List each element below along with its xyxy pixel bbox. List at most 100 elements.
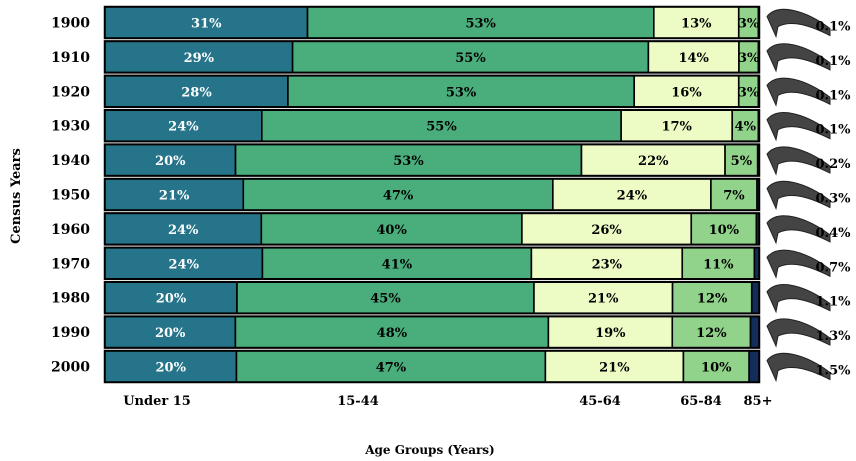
bar-segment bbox=[682, 350, 750, 383]
bar-segment bbox=[104, 75, 289, 108]
year-label: 1950 bbox=[51, 188, 90, 204]
bar-segment bbox=[731, 109, 760, 142]
callout-arrow-icon bbox=[766, 112, 831, 142]
category-labels: Under 15 15-44 45-64 65-84 85+ bbox=[123, 394, 772, 409]
data-label: 45% bbox=[370, 292, 401, 307]
year-label: 1930 bbox=[51, 119, 90, 135]
data-label: 20% bbox=[155, 154, 186, 169]
data-label: 24% bbox=[168, 257, 199, 272]
callout-label: 0.7% bbox=[816, 260, 852, 275]
data-label: 13% bbox=[681, 17, 712, 32]
callout-arrow-icon bbox=[766, 284, 831, 314]
bar-segment bbox=[234, 143, 583, 177]
bar-segment bbox=[647, 40, 740, 74]
data-label: 24% bbox=[617, 189, 648, 204]
bar-segment bbox=[104, 6, 309, 39]
year-label: 1900 bbox=[51, 16, 90, 32]
callout-arrow-icon bbox=[766, 146, 831, 176]
bar-segment bbox=[261, 247, 533, 280]
callout-arrow-icon bbox=[766, 43, 831, 73]
bar-segment bbox=[104, 281, 238, 315]
bar-segment bbox=[756, 178, 760, 211]
data-label: 29% bbox=[184, 51, 215, 66]
data-label: 47% bbox=[376, 361, 407, 376]
year-label: 2000 bbox=[51, 360, 90, 376]
bar-segment bbox=[710, 178, 758, 211]
callout-label: 0.3% bbox=[816, 192, 852, 207]
year-label: 1960 bbox=[51, 222, 90, 238]
bar-segment bbox=[757, 6, 760, 39]
callout-arrow-icon bbox=[766, 352, 831, 383]
callout-label: 0.1% bbox=[816, 123, 852, 138]
bar-segment bbox=[753, 247, 760, 280]
bar-segment bbox=[287, 75, 636, 108]
data-label: 31% bbox=[191, 17, 222, 32]
y-axis-label: Census Years bbox=[9, 148, 24, 244]
bar-segment bbox=[671, 315, 752, 349]
data-label: 10% bbox=[701, 361, 732, 376]
bar-segment bbox=[750, 281, 760, 315]
data-label: 47% bbox=[383, 189, 414, 204]
data-label: 48% bbox=[377, 326, 408, 341]
callout-label: 0.2% bbox=[816, 157, 852, 172]
data-label: 19% bbox=[595, 326, 626, 341]
data-label: 11% bbox=[703, 257, 734, 272]
callout-label: 0.1% bbox=[816, 54, 852, 69]
bar-segment bbox=[291, 40, 650, 74]
bar-segment bbox=[757, 109, 760, 142]
callout-label: 0.4% bbox=[816, 226, 852, 241]
data-label: 17% bbox=[661, 120, 692, 135]
data-label: 20% bbox=[156, 361, 187, 376]
bar-segment bbox=[104, 109, 263, 142]
data-label: 55% bbox=[455, 51, 486, 66]
bars-layer: 31% 53% 13% 3% 29% 55% 14% 3% 28% 53% 16% 3% 24% 55% 1… bbox=[103, 5, 761, 384]
data-label: 5% bbox=[731, 154, 753, 169]
bar-segment bbox=[757, 40, 760, 74]
callout-label: 0.1% bbox=[816, 88, 852, 103]
bar-segment bbox=[242, 178, 554, 211]
data-label: 40% bbox=[376, 223, 407, 238]
year-label: 1990 bbox=[51, 325, 90, 341]
data-label: 20% bbox=[155, 326, 186, 341]
year-labels: 1900 1910 1920 1930 1940 1950 1960 1970 1980 1990… bbox=[51, 16, 90, 376]
year-label: 1940 bbox=[51, 153, 90, 169]
bar-segment bbox=[756, 143, 760, 177]
callout-arrow-icon bbox=[766, 77, 831, 107]
bar-segment bbox=[104, 315, 237, 349]
data-label: 28% bbox=[181, 85, 212, 100]
data-label: 7% bbox=[723, 189, 745, 204]
category-axis-label: 85+ bbox=[744, 394, 773, 409]
bar-segment bbox=[104, 178, 245, 211]
category-axis-label: 15-44 bbox=[337, 394, 379, 409]
data-label: 53% bbox=[393, 154, 424, 169]
bar-segment bbox=[681, 247, 756, 280]
data-label: 4% bbox=[735, 120, 757, 135]
bar-segment bbox=[690, 212, 758, 246]
bar-segment bbox=[533, 281, 674, 315]
data-label: 53% bbox=[446, 85, 477, 100]
data-label: 24% bbox=[168, 120, 199, 135]
bar-segment bbox=[260, 212, 523, 246]
bar-segment bbox=[235, 350, 547, 383]
data-label: 22% bbox=[638, 154, 669, 169]
category-axis-label: 45-64 bbox=[579, 394, 621, 409]
bar-segment bbox=[521, 212, 693, 246]
callout-arrow-icon bbox=[766, 249, 831, 279]
data-label: 3% bbox=[738, 17, 760, 32]
category-axis-label: Under 15 bbox=[123, 394, 191, 409]
bar-segment bbox=[749, 315, 760, 349]
callout-arrow-icon bbox=[766, 318, 831, 348]
data-label: 23% bbox=[592, 257, 623, 272]
data-label: 16% bbox=[671, 85, 702, 100]
data-label: 21% bbox=[159, 189, 190, 204]
bar-segment bbox=[633, 75, 740, 108]
data-label: 53% bbox=[465, 17, 496, 32]
data-label: 20% bbox=[156, 292, 187, 307]
callout-arrow-icon bbox=[766, 8, 831, 39]
x-axis-label: Age Groups (Years) bbox=[364, 443, 495, 457]
data-label: 41% bbox=[382, 257, 413, 272]
callout-arrow-icon bbox=[766, 215, 831, 245]
category-axis-label: 65-84 bbox=[680, 394, 722, 409]
bar-segment bbox=[104, 143, 237, 177]
